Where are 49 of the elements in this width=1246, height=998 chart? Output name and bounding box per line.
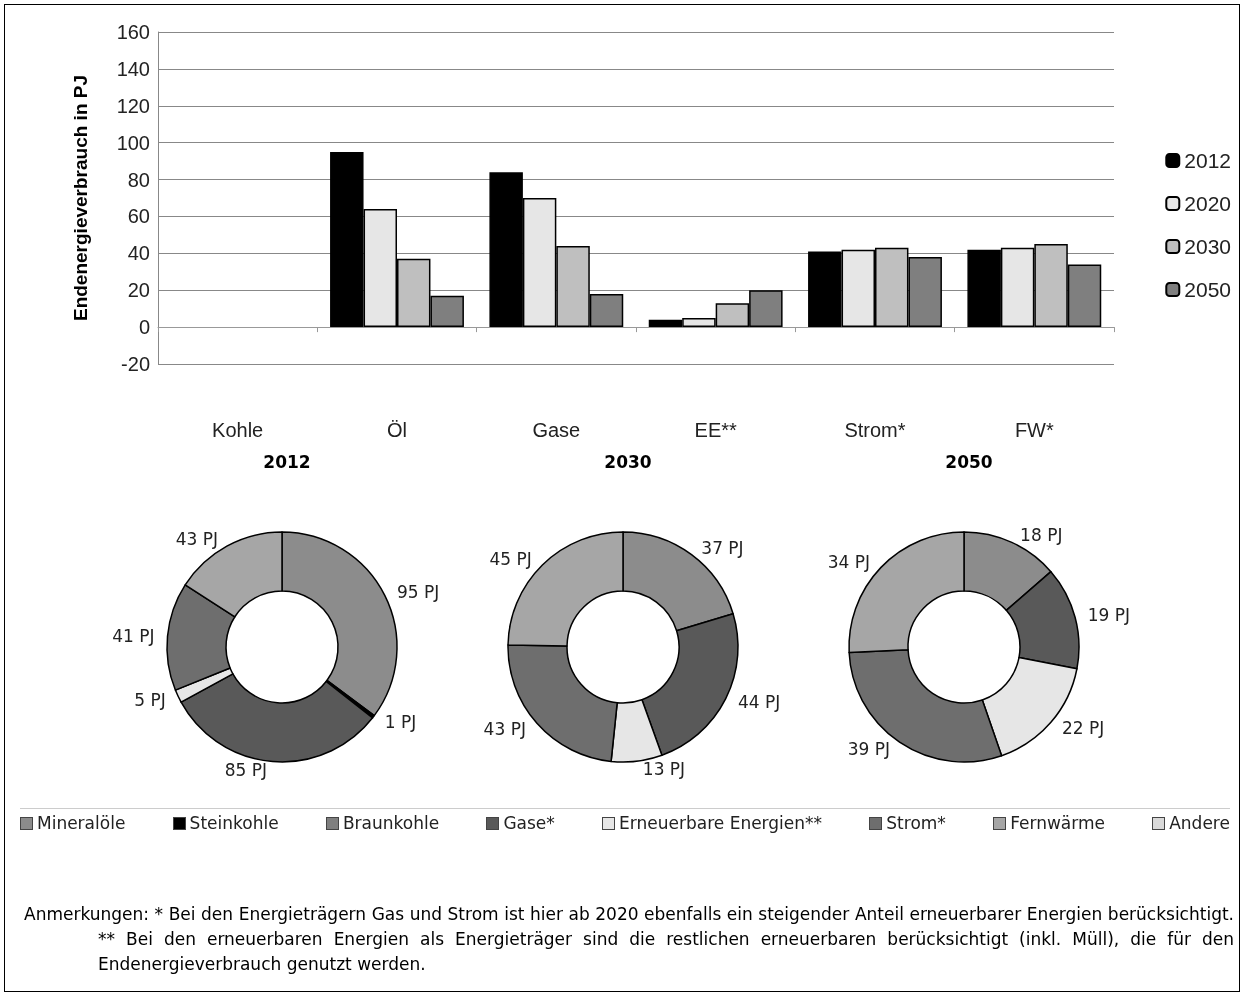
y-tick-label: 0 — [138, 316, 150, 339]
legend-label: Braunkohle — [342, 813, 440, 833]
legend-label: Mineralöle — [37, 813, 126, 833]
legend-label: Erneuerbare Energien** — [619, 813, 823, 833]
x-tick-label: FW* — [1014, 419, 1054, 441]
legend-label: Fernwärme — [1010, 813, 1105, 833]
y-tick-label: 20 — [127, 279, 150, 302]
x-tick-label: EE** — [694, 419, 737, 441]
data-label: 5 PJ — [134, 689, 166, 710]
y-tick-label: 140 — [116, 57, 150, 80]
y-tick-label: 40 — [127, 242, 150, 265]
data-label: 44 PJ — [737, 692, 781, 713]
y-axis-title: Endenergieverbrauch in PJ — [70, 74, 91, 322]
legend-label: Strom* — [886, 813, 946, 833]
y-tick-label: 80 — [127, 168, 150, 191]
legend-label: 2020 — [1184, 192, 1231, 215]
y-tick-label: 160 — [116, 21, 150, 43]
y-tick-label: 120 — [116, 94, 150, 117]
data-label: 43 PJ — [483, 718, 526, 739]
data-label: 13 PJ — [642, 759, 686, 780]
data-label: 43 PJ — [175, 529, 218, 550]
data-label: 45 PJ — [489, 549, 532, 570]
text: Anmerkungen: * Bei den Energieträgern Gas und Strom ist hier ab 2020 ebenfalls ein steigender Anteil erneuerbarer Energien berücksichtigt. ** Bei den erneuerbaren Energien als Energieträger sind die restlichen erneuerbaren berücksichtigt (inkl. Müll), die für den Endenergieverbrauch genutzt werden. — [24, 903, 1234, 976]
data-label: 41 PJ — [112, 625, 155, 646]
data-label: 19 PJ — [1087, 605, 1131, 626]
slice-label: 2030 — [604, 451, 652, 472]
x-tick-label: Gase — [532, 419, 581, 441]
data-label: 22 PJ — [1061, 717, 1105, 738]
data-label: 37 PJ — [701, 538, 744, 559]
legend-label: 2050 — [1184, 278, 1231, 301]
x-tick-label: Kohle — [212, 419, 264, 441]
slice-label: 2050 — [945, 451, 993, 472]
y-tick-label: 100 — [116, 131, 150, 154]
legend-label: 2030 — [1184, 235, 1231, 258]
data-label: 18 PJ — [1020, 525, 1063, 546]
x-tick-label: Öl — [387, 419, 407, 441]
legend-label: Andere — [1169, 813, 1230, 833]
data-label: 39 PJ — [847, 738, 891, 759]
legend-label: 2012 — [1184, 149, 1231, 172]
y-tick-label: 60 — [127, 205, 150, 228]
slice-label: 2012 — [263, 451, 311, 472]
x-tick-label: Strom* — [844, 419, 906, 441]
data-label: 1 PJ — [384, 711, 417, 732]
y-tick-label: -20 — [121, 353, 150, 375]
legend-label: Gase* — [503, 813, 555, 833]
data-label: 95 PJ — [396, 581, 440, 602]
legend-label: Steinkohle — [189, 813, 279, 833]
data-label: 34 PJ — [827, 552, 870, 573]
data-label: 85 PJ — [224, 759, 267, 780]
